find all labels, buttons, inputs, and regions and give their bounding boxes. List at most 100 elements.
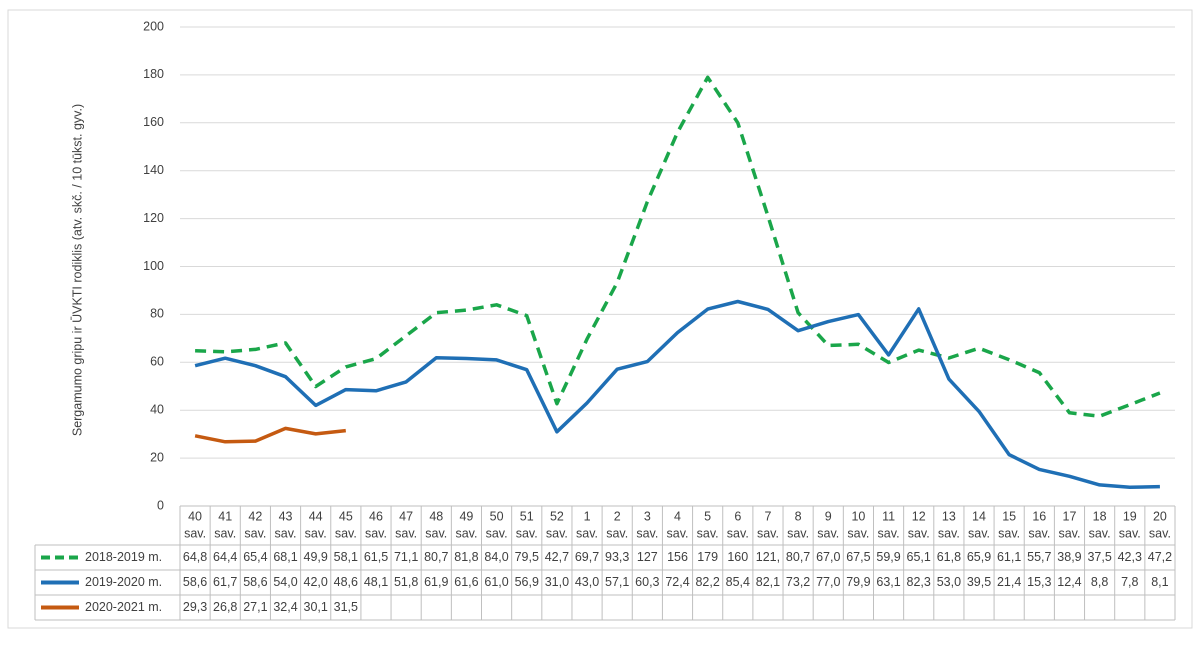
- table-value: 7,8: [1121, 575, 1138, 589]
- table-value: 54,0: [273, 575, 297, 589]
- table-value: 82,1: [756, 575, 780, 589]
- table-value: 58,6: [243, 575, 267, 589]
- y-tick-label: 80: [150, 307, 164, 321]
- table-value: 179: [697, 550, 718, 564]
- table-value: 59,9: [876, 550, 900, 564]
- legend-label: 2019-2020 m.: [85, 575, 162, 589]
- table-value: 61,0: [484, 575, 508, 589]
- table-value: 61,7: [213, 575, 237, 589]
- table-value: 63,1: [876, 575, 900, 589]
- y-tick-label: 40: [150, 402, 164, 416]
- x-tick-suffix: sav.: [214, 526, 236, 540]
- x-tick-label: 50: [490, 509, 504, 523]
- table-value: 31,0: [545, 575, 569, 589]
- table-value: 29,3: [183, 600, 207, 614]
- x-tick-suffix: sav.: [335, 526, 357, 540]
- x-tick-label: 6: [734, 509, 741, 523]
- table-value: 73,2: [786, 575, 810, 589]
- table-value: 80,7: [424, 550, 448, 564]
- table-value: 30,1: [304, 600, 328, 614]
- table-value: 56,9: [515, 575, 539, 589]
- table-value: 72,4: [665, 575, 689, 589]
- table-value: 65,4: [243, 550, 267, 564]
- legend-label: 2020-2021 m.: [85, 600, 162, 614]
- table-value: 32,4: [273, 600, 297, 614]
- table-value: 39,5: [967, 575, 991, 589]
- y-tick-label: 160: [143, 115, 164, 129]
- table-value: 71,1: [394, 550, 418, 564]
- table-value: 85,4: [726, 575, 750, 589]
- table-value: 61,6: [454, 575, 478, 589]
- table-value: 61,1: [997, 550, 1021, 564]
- table-value: 37,5: [1087, 550, 1111, 564]
- table-value: 84,0: [484, 550, 508, 564]
- table-value: 58,1: [334, 550, 358, 564]
- x-tick-label: 9: [825, 509, 832, 523]
- table-value: 48,6: [334, 575, 358, 589]
- table-value: 42,7: [545, 550, 569, 564]
- x-tick-label: 42: [248, 509, 262, 523]
- x-tick-suffix: sav.: [1119, 526, 1141, 540]
- y-tick-label: 120: [143, 211, 164, 225]
- x-tick-label: 49: [459, 509, 473, 523]
- x-tick-label: 40: [188, 509, 202, 523]
- x-tick-label: 2: [614, 509, 621, 523]
- x-tick-suffix: sav.: [847, 526, 869, 540]
- x-tick-label: 44: [309, 509, 323, 523]
- y-tick-label: 180: [143, 67, 164, 81]
- table-value: 21,4: [997, 575, 1021, 589]
- series-line: [194, 426, 346, 444]
- x-tick-suffix: sav.: [697, 526, 719, 540]
- series-line: [194, 299, 1160, 490]
- x-tick-label: 16: [1032, 509, 1046, 523]
- table-value: 60,3: [635, 575, 659, 589]
- table-value: 49,9: [304, 550, 328, 564]
- table-value: 82,3: [907, 575, 931, 589]
- table-value: 51,8: [394, 575, 418, 589]
- x-tick-label: 18: [1093, 509, 1107, 523]
- table-value: 64,4: [213, 550, 237, 564]
- legend-label: 2018-2019 m.: [85, 550, 162, 564]
- x-tick-suffix: sav.: [787, 526, 809, 540]
- table-value: 53,0: [937, 575, 961, 589]
- table-value: 80,7: [786, 550, 810, 564]
- y-tick-label: 20: [150, 450, 164, 464]
- x-tick-suffix: sav.: [636, 526, 658, 540]
- x-tick-suffix: sav.: [184, 526, 206, 540]
- table-value: 67,5: [846, 550, 870, 564]
- table-value: 79,9: [846, 575, 870, 589]
- x-tick-label: 19: [1123, 509, 1137, 523]
- x-tick-suffix: sav.: [938, 526, 960, 540]
- x-tick-suffix: sav.: [878, 526, 900, 540]
- table-value: 61,5: [364, 550, 388, 564]
- x-tick-label: 10: [851, 509, 865, 523]
- x-tick-suffix: sav.: [425, 526, 447, 540]
- y-tick-label: 60: [150, 355, 164, 369]
- x-tick-label: 7: [764, 509, 771, 523]
- table-value: 79,5: [515, 550, 539, 564]
- x-tick-suffix: sav.: [305, 526, 327, 540]
- x-tick-suffix: sav.: [365, 526, 387, 540]
- table-value: 82,2: [695, 575, 719, 589]
- x-tick-suffix: sav.: [486, 526, 508, 540]
- x-tick-label: 41: [218, 509, 232, 523]
- table-value: 67,0: [816, 550, 840, 564]
- table-value: 68,1: [273, 550, 297, 564]
- x-tick-suffix: sav.: [908, 526, 930, 540]
- x-tick-suffix: sav.: [455, 526, 477, 540]
- x-tick-label: 20: [1153, 509, 1167, 523]
- table-value: 93,3: [605, 550, 629, 564]
- series-line: [195, 75, 1161, 418]
- table-value: 65,1: [907, 550, 931, 564]
- chart-frame: [7, 9, 1193, 629]
- table-value: 160: [727, 550, 748, 564]
- table-value: 61,9: [424, 575, 448, 589]
- table-value: 38,9: [1057, 550, 1081, 564]
- table-value: 64,8: [183, 550, 207, 564]
- x-tick-label: 45: [339, 509, 353, 523]
- x-tick-label: 48: [429, 509, 443, 523]
- x-tick-suffix: sav.: [606, 526, 628, 540]
- table-value: 27,1: [243, 600, 267, 614]
- x-tick-label: 3: [644, 509, 651, 523]
